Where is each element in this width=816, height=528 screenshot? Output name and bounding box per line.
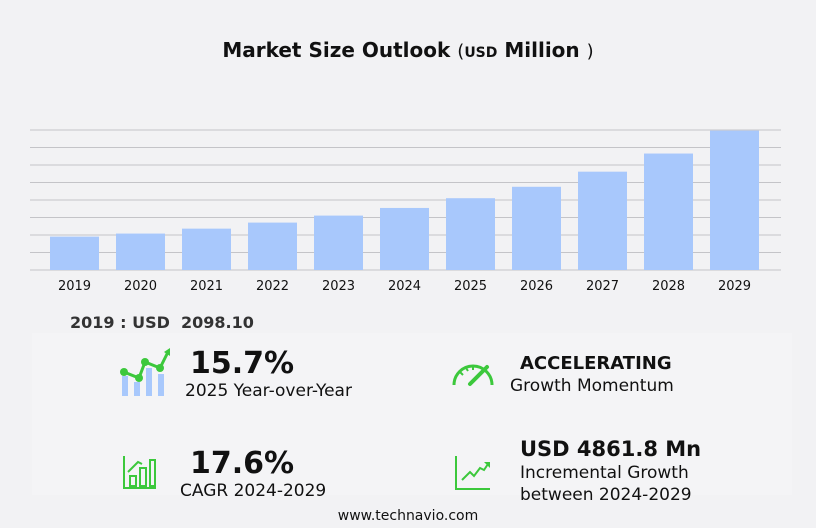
x-tick-label: 2027: [586, 279, 619, 294]
bar-chart: 2019 2020 2021 2022 2023 2024 2025 2026 2027 2028…: [30, 129, 781, 294]
paren-close: ): [586, 41, 594, 62]
chart-title: Market Size Outlook (USD Million ): [0, 38, 816, 62]
bar-2025: [446, 198, 495, 270]
first-year-number: 2098.10: [181, 313, 254, 332]
x-tick-label: 2028: [652, 279, 685, 294]
x-tick-label: 2019: [58, 279, 91, 294]
title-text: Market Size Outlook: [222, 38, 451, 62]
bar-2029: [710, 130, 759, 270]
stats-panel: [32, 333, 792, 495]
yoy-label: 2025 Year-over-Year: [185, 381, 352, 401]
bar-2023: [314, 215, 363, 270]
incremental-value: USD 4861.8 Mn: [520, 437, 702, 461]
bar-2022: [248, 222, 297, 270]
cagr-value: 17.6%: [190, 446, 295, 481]
momentum-label: Growth Momentum: [510, 376, 674, 396]
bar-2019: [50, 236, 99, 270]
x-tick-label: 2029: [718, 279, 751, 294]
x-tick-label: 2025: [454, 279, 487, 294]
x-tick-label: 2021: [190, 279, 223, 294]
bar-2024: [380, 207, 429, 270]
footer-url: www.technavio.com: [337, 508, 479, 524]
unit-label: Million: [504, 38, 580, 62]
incremental-period: between 2024-2029: [520, 485, 692, 505]
paren-open: (: [457, 41, 465, 62]
yoy-value: 15.7%: [190, 346, 295, 381]
speedometer-icon: [452, 364, 494, 386]
cagr-label: CAGR 2024-2029: [180, 481, 327, 501]
incremental-label: Incremental Growth: [520, 463, 689, 483]
bar-2020: [116, 233, 165, 270]
x-tick-label: 2020: [124, 279, 157, 294]
bar-2021: [182, 228, 231, 270]
bar-2026: [512, 186, 561, 270]
growth-chart-icon: [120, 348, 170, 396]
x-tick-label: 2023: [322, 279, 355, 294]
incremental-growth-icon: [455, 456, 490, 490]
x-tick-label: 2022: [256, 279, 289, 294]
cagr-bar-chart-icon: [123, 456, 156, 489]
bar-2027: [578, 171, 627, 270]
momentum-value: ACCELERATING: [520, 353, 672, 374]
unit-currency: USD: [464, 45, 498, 61]
x-tick-label: 2024: [388, 279, 421, 294]
first-year-label: 2019 : USD: [70, 313, 170, 332]
bar-2028: [644, 153, 693, 270]
x-tick-label: 2026: [520, 279, 553, 294]
first-year-value: 2019 : USD 2098.10: [70, 313, 254, 332]
